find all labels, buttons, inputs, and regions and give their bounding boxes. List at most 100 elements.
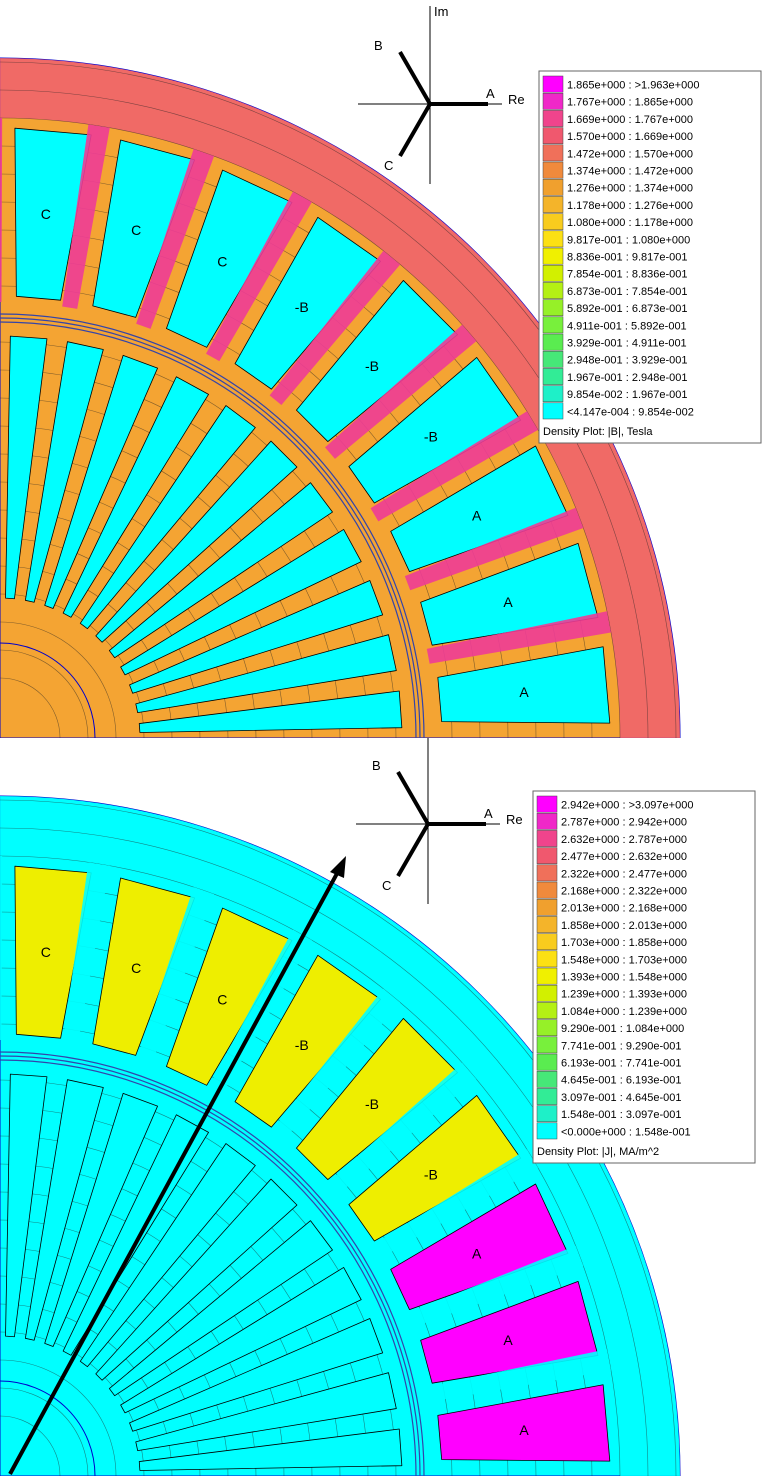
phasor-b-label: B — [374, 38, 383, 53]
contour-line — [0, 61, 677, 738]
slot-phase-label: -B — [295, 1037, 309, 1053]
slot-phase-label: C — [131, 222, 141, 238]
legend-entry: 2.322e+000 : 2.477e+000 — [561, 868, 687, 880]
legend-entry: 9.817e-001 : 1.080e+000 — [567, 234, 690, 246]
legend-swatch — [536, 830, 558, 847]
slot-phase-label: A — [503, 594, 513, 610]
legend-entry: 9.290e-001 : 1.084e+000 — [561, 1023, 684, 1035]
air-gap-line — [0, 1059, 417, 1476]
legend-swatch — [542, 127, 564, 145]
legend-swatch — [536, 795, 558, 813]
contour-line — [0, 1359, 117, 1476]
legend-entry: 2.632e+000 : 2.787e+000 — [561, 834, 687, 846]
legend-entry: 3.097e-001 : 4.645e-001 — [561, 1092, 682, 1104]
flux-density-plot: C C C -B -B -B A A A Im Re A B C 1.865e+000 : >1.963e+… — [0, 4, 762, 738]
legend-swatch — [542, 299, 564, 317]
legend-entry: 9.854e-002 : 1.967e-001 — [567, 389, 688, 401]
legend-swatch — [536, 898, 558, 916]
air-gap-line — [0, 317, 421, 738]
stator-tooth — [404, 1245, 584, 1329]
legend-swatch — [536, 916, 558, 933]
slot-phase-label: -B — [424, 1166, 438, 1182]
legend-swatch — [536, 864, 558, 882]
legend-swatch — [536, 1088, 558, 1105]
legend-entry: 2.942e+000 : >3.097e+000 — [561, 800, 693, 812]
legend-entry: 7.741e-001 : 9.290e-001 — [561, 1040, 682, 1052]
stator-tooth — [136, 149, 215, 329]
legend-entry: 1.967e-001 : 2.948e-001 — [567, 372, 688, 384]
stator-slot — [437, 646, 611, 724]
legend-entry: 1.276e+000 : 1.374e+000 — [567, 183, 693, 195]
air-gap-line — [0, 1055, 421, 1476]
legend-title: Density Plot: |J|, MA/m^2 — [537, 1146, 659, 1158]
phasor-b — [396, 771, 430, 825]
rotor-slot — [135, 634, 397, 714]
legend-swatch — [542, 75, 564, 93]
contour-line — [0, 1387, 89, 1476]
stator-tooth — [62, 124, 110, 309]
legend-entry: 1.178e+000 : 1.276e+000 — [567, 200, 693, 212]
air-gap-line — [0, 321, 417, 738]
legend-entry: 1.080e+000 : 1.178e+000 — [567, 217, 693, 229]
stator-tooth — [62, 862, 110, 1047]
legend-entry: 1.472e+000 : 1.570e+000 — [567, 148, 693, 160]
legend-swatch — [536, 1122, 558, 1140]
slot-phase-label: A — [519, 684, 529, 700]
legend-entry: 2.477e+000 : 2.632e+000 — [561, 851, 687, 863]
legend-swatch — [536, 1002, 558, 1019]
legend-entry: 5.892e-001 : 6.873e-001 — [567, 303, 688, 315]
slot-phase-label: C — [131, 960, 141, 976]
rotor-slot — [79, 405, 256, 630]
stator-tooth — [0, 118, 3, 303]
legend-swatch — [542, 247, 564, 265]
rotor-slot — [138, 1428, 403, 1471]
legend-swatch — [536, 1036, 558, 1054]
stator-tooth — [370, 1149, 539, 1260]
shaft-boundary — [0, 642, 96, 738]
air-gap-line — [0, 313, 425, 738]
rotor-slot — [108, 482, 333, 659]
rotor-slot — [79, 1143, 256, 1368]
slot-phase-label: A — [472, 1246, 482, 1262]
stator-tooth — [426, 1349, 611, 1402]
rotor-slot — [129, 580, 384, 694]
mmf-arrow — [8, 867, 342, 1475]
legend-swatch — [542, 264, 564, 282]
stator-tooth — [404, 507, 584, 591]
legend-entry: 1.858e+000 : 2.013e+000 — [561, 920, 687, 932]
slot-phase-label: C — [217, 253, 227, 269]
rotor-slot — [129, 1318, 384, 1432]
stator-slot — [437, 1384, 611, 1462]
legend-entry: 3.929e-001 : 4.911e-001 — [567, 338, 687, 350]
phasor-c — [398, 103, 432, 157]
legend-entry: 1.767e+000 : 1.865e+000 — [567, 97, 693, 109]
im-label: Im — [432, 738, 446, 739]
contour-line — [0, 621, 117, 738]
flux-density-figure: C C C -B -B -B A A A Im Re A B C 1.865e+000 : >1.963e+… — [0, 4, 762, 738]
legend-swatch — [542, 144, 564, 162]
rotor-slot — [5, 1073, 48, 1338]
legend-swatch — [542, 161, 564, 179]
slot-phase-label: -B — [424, 428, 438, 444]
slot-phase-label: A — [519, 1422, 529, 1438]
legend-entry: 2.168e+000 : 2.322e+000 — [561, 886, 687, 898]
rotor-slot — [120, 529, 362, 676]
legend-entry: 1.548e+000 : 1.703e+000 — [561, 954, 687, 966]
legend-swatch — [542, 110, 564, 127]
current-density-plot: C C C -B -B -B A A A Im Re A B C 2.942e+000 : >3.097e+… — [0, 738, 763, 1476]
contour-line — [0, 855, 621, 1476]
legend-swatch — [536, 1019, 558, 1037]
contour-line — [0, 649, 89, 738]
legend-swatch — [542, 196, 564, 213]
contour-line — [0, 117, 621, 738]
legend-swatch — [536, 812, 558, 830]
slot-phase-label: A — [472, 508, 482, 524]
slot-phase-label: -B — [365, 358, 379, 374]
slot-phase-label: C — [41, 944, 51, 960]
rotor-slot — [138, 690, 403, 733]
stator-tooth — [136, 887, 215, 1067]
rotor-slot — [135, 1372, 397, 1452]
stator-tooth — [206, 191, 312, 362]
legend-entry: 6.193e-001 : 7.741e-001 — [561, 1058, 682, 1070]
contour-line — [0, 1415, 61, 1476]
